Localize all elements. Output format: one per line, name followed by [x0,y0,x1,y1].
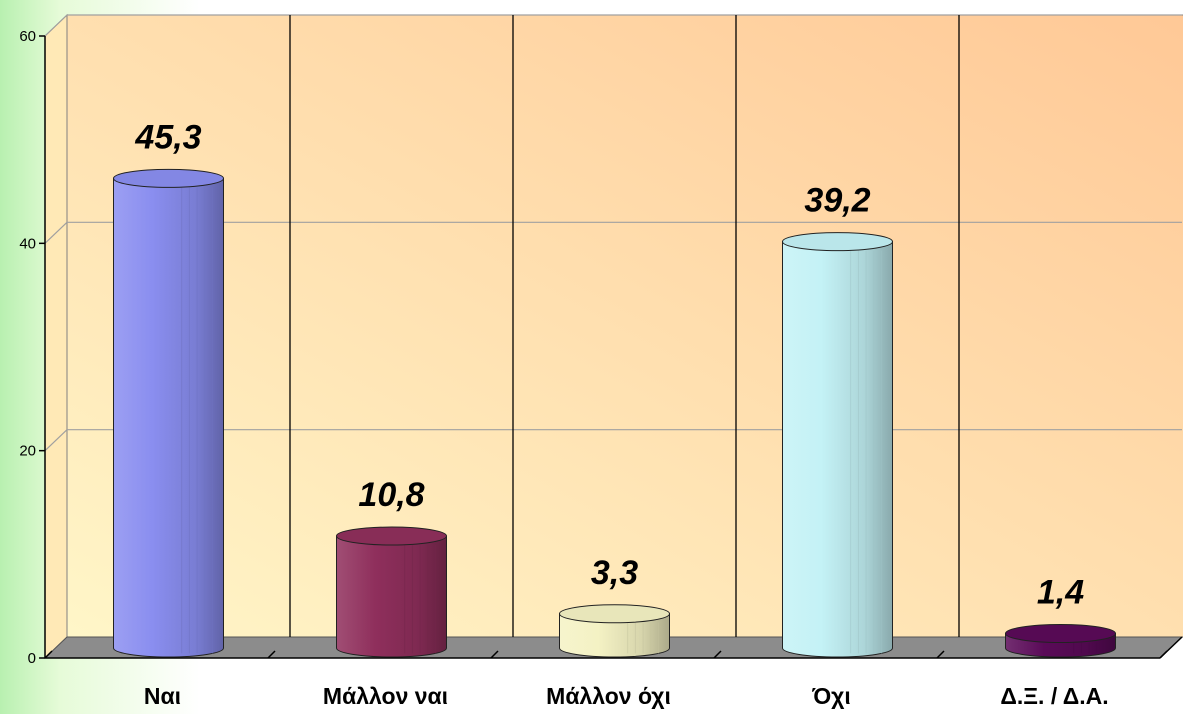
x-tick-label: Ναι [144,683,181,709]
data-label: 1,4 [1037,573,1084,611]
x-tick [490,650,499,659]
bar-top [336,526,447,546]
bar-top [1005,623,1116,643]
back-wall [66,14,1183,638]
bar [113,168,224,658]
x-tick [267,650,276,659]
x-tick [44,650,53,659]
y-tick-label: 20 [19,443,36,460]
x-tick-label: Μάλλον όχι [546,683,671,709]
x-tick [1159,650,1168,659]
bar-top [782,232,893,252]
y-axis: 0 20 40 60 [19,28,46,667]
x-tick [936,650,945,659]
x-tick-label: Όχι [811,683,851,709]
x-tick-label: Δ.Ξ. / Δ.Α. [1000,683,1108,709]
bar [1005,623,1116,658]
side-wall [44,13,68,660]
bar-body [559,613,670,658]
gridline-side [44,429,68,452]
x-tick [713,650,722,659]
x-tick-label: Μάλλον ναι [323,683,448,709]
bar-top [113,168,224,188]
bar-body [113,177,224,658]
data-label: 39,2 [804,182,870,220]
gridline-side [44,221,68,244]
bars [113,168,1116,658]
bar [782,232,893,658]
y-tick-label: 40 [19,235,36,252]
plot-walls [43,13,1183,660]
bar-body [782,241,893,658]
bar [336,526,447,658]
x-axis: Ναι Μάλλον ναι Μάλλον όχι Όχι Δ.Ξ. / Δ.Α. [44,636,1183,709]
gridline-side [44,14,68,37]
y-tick-label: 60 [19,28,36,45]
bar-top [559,604,670,624]
data-label: 45,3 [134,118,201,156]
y-tick-label: 0 [28,650,36,667]
data-labels: 45,3 10,8 3,3 39,2 1,4 [134,118,1084,611]
data-label: 10,8 [358,476,424,514]
bar-body [336,535,447,658]
bar [559,604,670,658]
data-label: 3,3 [591,554,638,592]
gridlines [44,14,1182,637]
